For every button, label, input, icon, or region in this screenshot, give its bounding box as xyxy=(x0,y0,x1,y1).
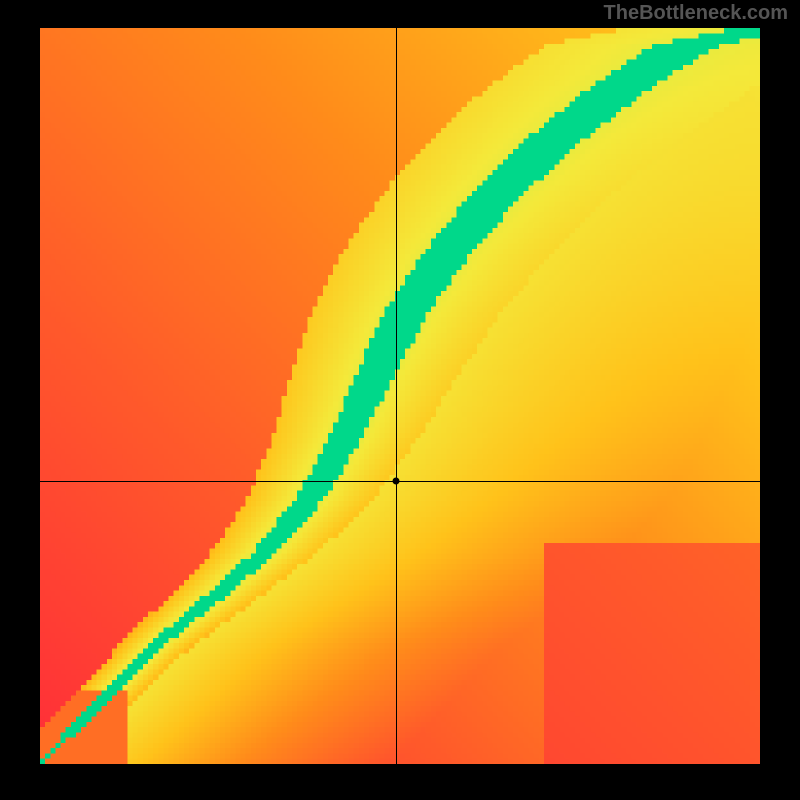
crosshair-vertical xyxy=(396,28,397,764)
watermark-label: TheBottleneck.com xyxy=(604,2,788,25)
crosshair-horizontal xyxy=(40,481,760,482)
crosshair-marker-dot xyxy=(393,477,400,484)
bottleneck-heatmap xyxy=(40,28,760,764)
